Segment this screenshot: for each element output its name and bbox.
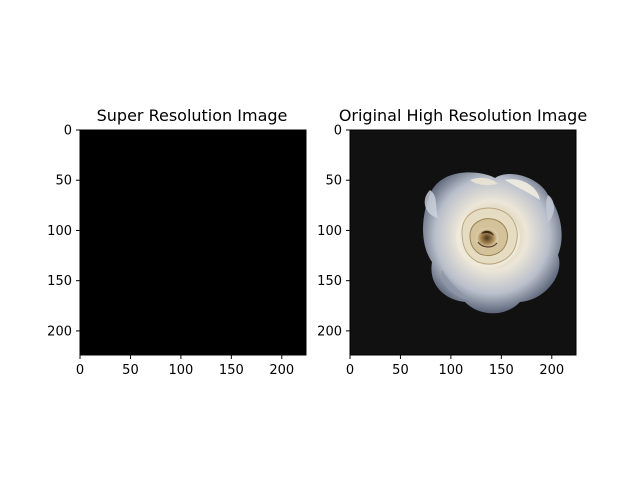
panel-title: Original High Resolution Image: [339, 106, 587, 125]
axes-frame: [349, 129, 577, 356]
x-tick-label: 200: [269, 363, 294, 378]
x-tick-label: 150: [489, 363, 514, 378]
y-tick-label: 200: [317, 324, 342, 339]
y-tick-label: 200: [47, 324, 72, 339]
rose-image: [423, 172, 562, 314]
x-tick-label: 50: [392, 363, 409, 378]
y-tick-label: 50: [325, 174, 342, 189]
y-axis-ticks: 0 50 100 150 200: [317, 124, 350, 339]
x-tick-label: 200: [539, 363, 564, 378]
y-tick-label: 100: [47, 224, 72, 239]
super-resolution-image: [80, 130, 306, 355]
x-axis-ticks: 0 50 100 150 200: [346, 355, 564, 378]
y-axis-ticks: 0 50 100 150 200: [47, 124, 80, 339]
axes-frame: [79, 129, 307, 356]
y-tick-label: 0: [334, 124, 342, 139]
x-axis-ticks: 0 50 100 150 200: [76, 355, 294, 378]
x-tick-label: 0: [346, 363, 354, 378]
x-tick-label: 100: [168, 363, 193, 378]
y-tick-label: 150: [47, 274, 72, 289]
y-tick-label: 50: [55, 174, 72, 189]
x-tick-label: 150: [219, 363, 244, 378]
y-tick-label: 100: [317, 224, 342, 239]
x-tick-label: 50: [122, 363, 139, 378]
x-tick-label: 0: [76, 363, 84, 378]
super-resolution-panel: Super Resolution Image 0 50 100 150 200 0 50 1…: [47, 106, 307, 378]
original-image-panel: Original High Resolution Image 0 50 100 150…: [317, 106, 587, 378]
x-tick-label: 100: [438, 363, 463, 378]
panel-title: Super Resolution Image: [97, 106, 288, 125]
y-tick-label: 0: [64, 124, 72, 139]
y-tick-label: 150: [317, 274, 342, 289]
